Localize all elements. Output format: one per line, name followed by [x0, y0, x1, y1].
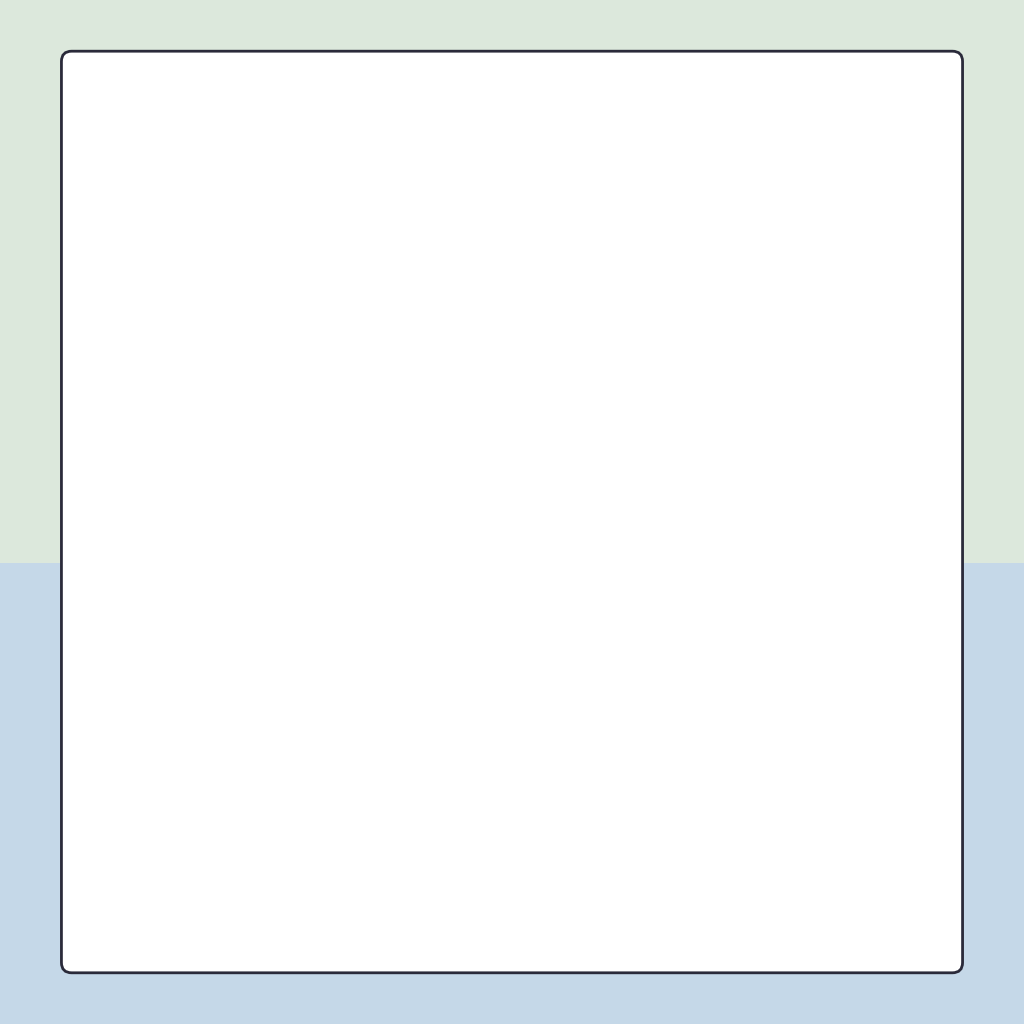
Point: [305, 656, 322, 673]
Text: 30: 30: [436, 699, 449, 710]
Point: [821, 143, 838, 160]
Point: [692, 656, 709, 673]
Point: [692, 578, 709, 594]
Text: 40: 40: [694, 482, 707, 492]
Point: [434, 597, 451, 613]
Point: [305, 805, 322, 821]
Point: [692, 735, 709, 752]
Point: [305, 696, 322, 713]
Point: [176, 795, 193, 811]
Point: [176, 656, 193, 673]
Point: [176, 835, 193, 851]
Point: [563, 538, 580, 554]
Point: [692, 656, 709, 673]
Point: [563, 469, 580, 485]
Point: [434, 745, 451, 762]
Point: [821, 518, 838, 535]
FancyBboxPatch shape: [0, 0, 1024, 563]
Point: [305, 597, 322, 613]
Point: [821, 676, 838, 692]
Point: [434, 756, 451, 772]
Point: [692, 360, 709, 377]
Point: [821, 597, 838, 613]
Point: [434, 815, 451, 831]
Point: [692, 459, 709, 475]
Text: 25: 25: [694, 374, 707, 383]
Point: [434, 469, 451, 485]
Point: [563, 716, 580, 732]
Point: [692, 202, 709, 218]
Text: 60: 60: [436, 521, 449, 531]
Point: [305, 844, 322, 860]
Point: [821, 360, 838, 377]
Point: [176, 864, 193, 881]
Point: [563, 637, 580, 653]
Point: [563, 775, 580, 792]
FancyBboxPatch shape: [0, 563, 1024, 1024]
Point: [305, 756, 322, 772]
Point: [176, 756, 193, 772]
Text: 40: 40: [694, 621, 707, 630]
Point: [563, 706, 580, 722]
Text: 45: 45: [694, 274, 707, 285]
Point: [176, 824, 193, 841]
Text: 45: 45: [565, 442, 578, 453]
Point: [563, 380, 580, 396]
Point: [434, 696, 451, 713]
Point: [434, 538, 451, 554]
Point: [821, 261, 838, 278]
Point: [305, 805, 322, 821]
Point: [821, 588, 838, 604]
Point: [176, 716, 193, 732]
